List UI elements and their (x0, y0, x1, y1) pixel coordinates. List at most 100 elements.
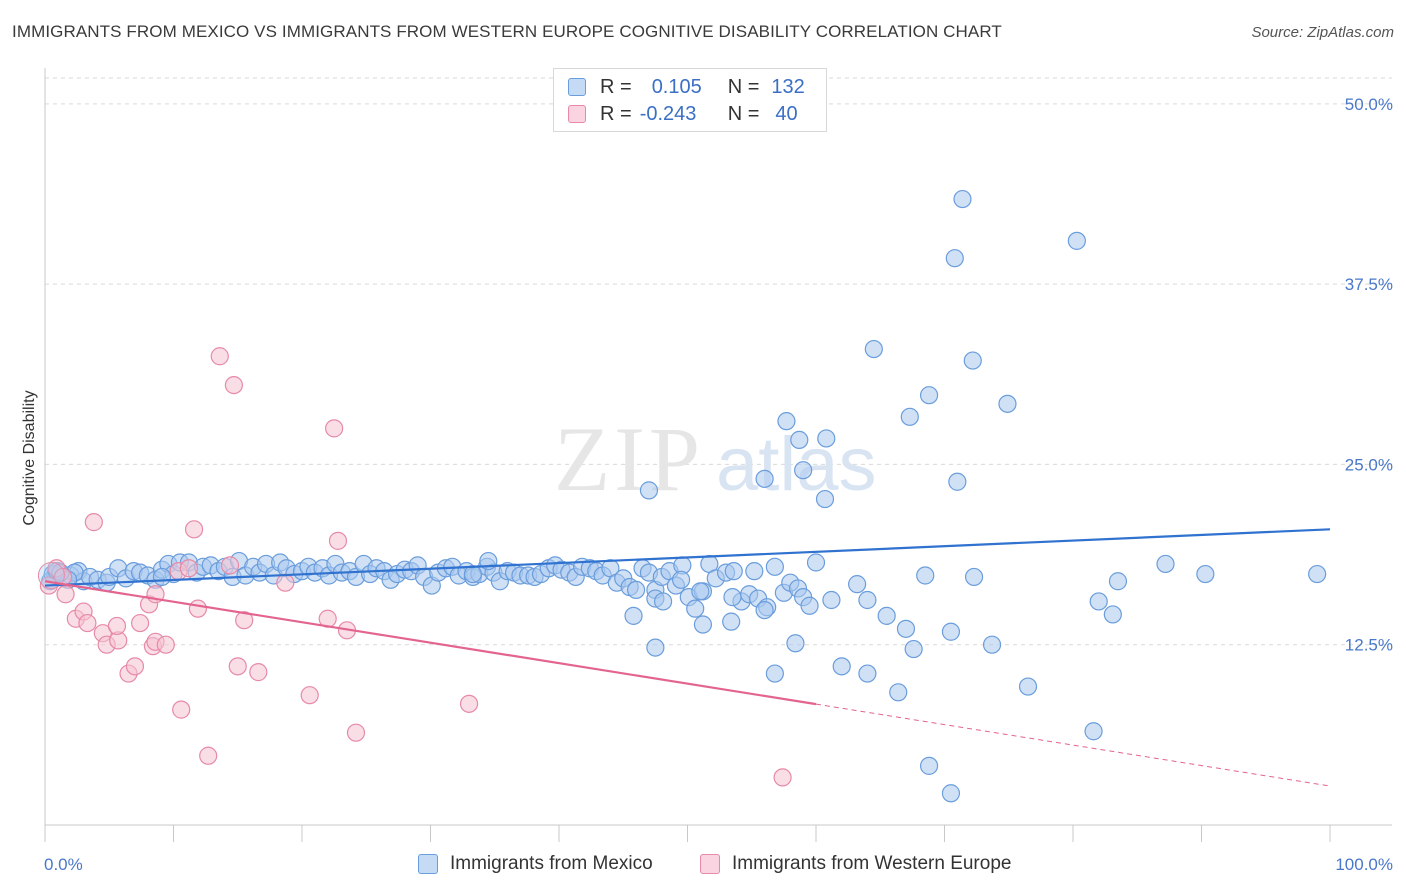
mexico-point (626, 580, 646, 600)
mexico-point (777, 412, 796, 431)
bottom-legend-mexico: Immigrants from Mexico (418, 852, 653, 876)
mexico-point (671, 570, 691, 589)
mexico-point (463, 564, 483, 584)
y-tick-label: 12.5% (1345, 636, 1393, 655)
mexico-point (953, 189, 972, 209)
bottom-legend-swatch-mexico (418, 854, 438, 874)
mexico-point (1084, 722, 1103, 741)
mexico-point (639, 481, 659, 500)
mexico-point (1308, 564, 1327, 584)
western-europe-point (130, 613, 150, 633)
bottom-legend-swatch-western-europe (700, 854, 720, 874)
western-europe-point (325, 419, 344, 438)
mexico-point (998, 394, 1017, 413)
western-europe-point (228, 657, 247, 676)
western-europe-point (188, 599, 208, 618)
western-europe-point (224, 375, 243, 395)
mexico-point (982, 635, 1002, 654)
bottom-legend-label-western-europe: Immigrants from Western Europe (732, 853, 1012, 874)
western-europe-point (459, 694, 479, 713)
mexico-point (790, 430, 809, 450)
legend-r-value: 0.105 (651, 75, 702, 98)
western-europe-point (156, 635, 175, 654)
mexico-point (794, 461, 813, 480)
mexico-point (765, 664, 784, 683)
mexico-point (686, 599, 705, 618)
legend-n-label: N = (727, 102, 760, 125)
mexico-point (1108, 572, 1128, 591)
bottom-legend-label-mexico: Immigrants from Mexico (450, 853, 653, 874)
mexico-point (858, 590, 877, 610)
mexico-point (693, 615, 713, 634)
legend-swatch-mexico (568, 78, 586, 96)
mexico-point (646, 638, 665, 657)
mexico-point (832, 657, 851, 676)
watermark-zip: ZIP (554, 408, 704, 510)
mexico-point (723, 588, 742, 607)
legend-n-label: N = (727, 75, 760, 98)
western-europe-point (107, 616, 127, 636)
y-tick-label: 25.0% (1345, 455, 1393, 474)
legend-n-value: 40 (775, 102, 798, 125)
mexico-point (786, 634, 805, 653)
correlation-legend: R = 0.105 N = 132 R = -0.243 N = 40 (553, 68, 827, 132)
mexico-point (624, 606, 643, 625)
mexico-point (1103, 605, 1122, 624)
western-europe-point (84, 513, 103, 532)
mexico-trend-line (44, 528, 1331, 587)
western-europe-point (179, 559, 199, 578)
western-europe-trend-extension (815, 703, 1331, 787)
mexico-point (877, 606, 896, 625)
mexico-point (152, 567, 172, 587)
mexico-point (724, 562, 743, 581)
mexico-point (945, 249, 964, 268)
bottom-legend-western-europe: Immigrants from Western Europe (700, 852, 1011, 876)
source-label: Source: ZipAtlas.com (1251, 24, 1394, 41)
mexico-point (889, 683, 908, 702)
mexico-point (653, 592, 673, 611)
mexico-point (941, 622, 961, 641)
mexico-point (755, 600, 774, 620)
western-europe-point (276, 573, 295, 592)
mexico-point (1196, 564, 1215, 584)
y-axis-title: Cognitive Disability (21, 390, 38, 525)
chart-title: IMMIGRANTS FROM MEXICO VS IMMIGRANTS FRO… (12, 22, 1002, 41)
western-europe-point (346, 723, 366, 742)
mexico-point (916, 566, 935, 585)
western-europe-point (300, 686, 319, 705)
western-europe-point (220, 556, 240, 575)
mexico-point (896, 619, 916, 638)
legend-n-value: 132 (771, 75, 805, 98)
western-europe-point (172, 700, 191, 719)
mexico-point (904, 639, 923, 659)
tick-labels: 12.5% 25.0% 37.5% 50.0% 0.0% 100.0% (44, 95, 1393, 874)
mexico-point (691, 582, 710, 601)
trend-lines (44, 528, 1331, 787)
mexico-point (800, 596, 819, 615)
mexico-point (806, 553, 826, 572)
western-europe-point (78, 613, 97, 633)
western-europe-point (210, 347, 229, 366)
western-europe-point (125, 657, 145, 676)
legend-r-label: R = (600, 102, 632, 125)
western-europe-point (199, 746, 218, 765)
mexico-point (1067, 231, 1086, 250)
western-europe-point (56, 585, 75, 604)
mexico-point (858, 664, 877, 683)
western-europe-point (328, 531, 348, 550)
mexico-point (1156, 554, 1175, 574)
mexico-point (919, 756, 939, 775)
mexico-point (755, 469, 774, 488)
western-europe-trend-line (44, 580, 817, 706)
x-tick-label: 100.0% (1335, 855, 1393, 874)
mexico-point (745, 562, 764, 581)
mexico-point (963, 351, 982, 370)
western-europe-point (249, 663, 268, 682)
mexico-point (964, 567, 984, 587)
mexico-point (1089, 592, 1108, 611)
western-europe-point (773, 768, 792, 787)
legend-swatch-western-europe (568, 105, 586, 123)
mexico-point (848, 575, 867, 594)
legend-r-value: -0.243 (639, 102, 697, 125)
